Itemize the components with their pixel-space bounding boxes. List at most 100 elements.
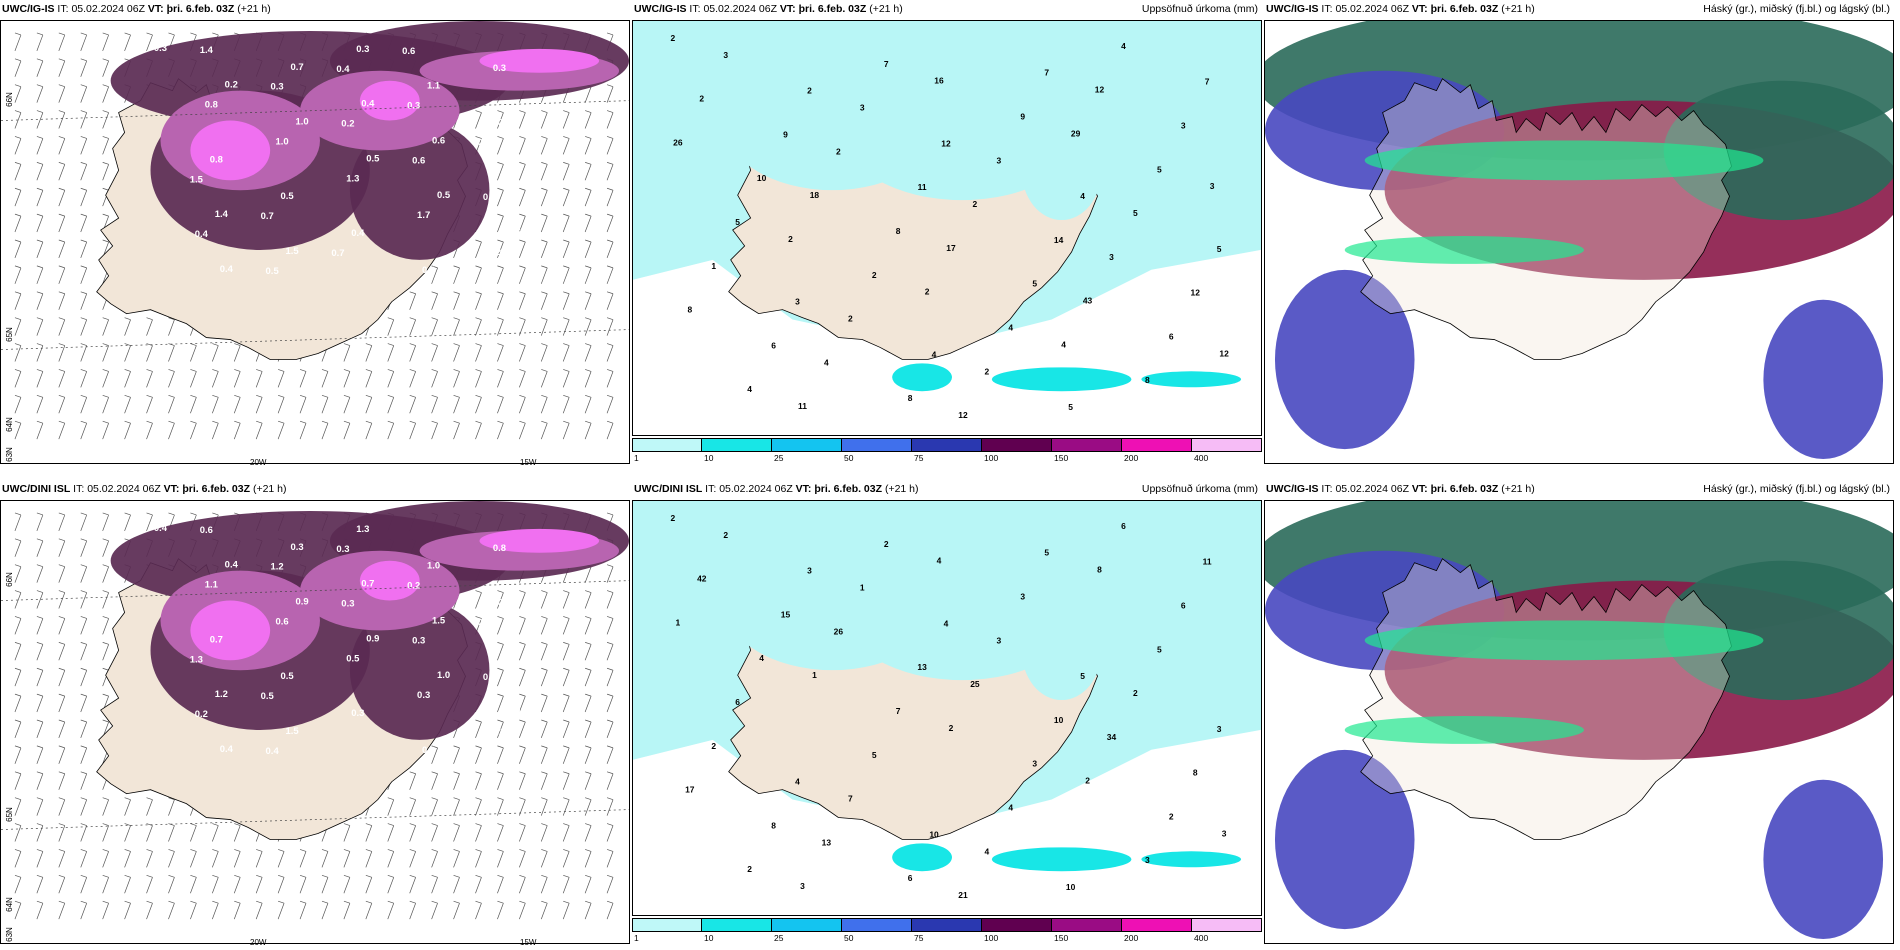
wind-barb bbox=[431, 797, 438, 816]
wind-barb bbox=[409, 420, 417, 440]
map-area[interactable]: 0.3 0.2 1.0 0.5 0.5 0.6 0.4 0.7 0.4 0.6 0.8 1.4 1.5 0… bbox=[0, 20, 630, 464]
wind-barb bbox=[80, 797, 88, 816]
precip-value: 7 bbox=[896, 706, 901, 716]
wind-barb bbox=[475, 590, 482, 609]
wind-barb bbox=[562, 213, 570, 233]
wind-barb bbox=[343, 369, 351, 388]
wind-barb bbox=[14, 162, 22, 181]
wind-barb bbox=[102, 136, 109, 155]
wind-barb bbox=[146, 420, 153, 440]
snow-value: 0.4 bbox=[220, 264, 234, 275]
snow-value: 0.8 bbox=[205, 100, 218, 111]
wind-barb bbox=[299, 900, 307, 920]
map-area[interactable]: 2 3 4 5 3 4 10 10 11 15 13 10 8 8 6 5 6 4 7 3 2 2 2 3 5 6 5 4 3 2 1 3 2 2… bbox=[632, 500, 1262, 916]
panel-header: UWC/DINI ISL IT: 05.02.2024 06Z VT: þri.… bbox=[0, 480, 630, 498]
precip-value: 1 bbox=[676, 617, 681, 627]
wind-barb bbox=[36, 900, 44, 920]
wind-barb bbox=[36, 213, 44, 233]
snow-value: 0.5 bbox=[483, 672, 496, 683]
wind-barb bbox=[497, 110, 504, 129]
map-svg: 2212453457911141268731085647955248333512… bbox=[633, 21, 1261, 435]
colorbar-segment bbox=[702, 438, 772, 452]
wind-barb bbox=[453, 291, 460, 310]
wind-barb bbox=[14, 265, 22, 284]
precip-value: 13 bbox=[917, 662, 927, 672]
map-area[interactable]: 0.4 0.4 0.9 0.9 1.0 0.4 0.4 0.3 0.7 1.5 1.7 1.2 1.5 1… bbox=[0, 500, 630, 944]
wind-barb bbox=[58, 110, 66, 129]
wind-barb bbox=[497, 162, 504, 181]
colorbar-tick: 150 bbox=[1054, 933, 1069, 943]
colorbar-tick: 25 bbox=[774, 453, 784, 463]
wind-barb bbox=[299, 394, 307, 414]
wind-barb bbox=[321, 420, 329, 440]
precip-value: 8 bbox=[771, 820, 776, 830]
precip-value: 4 bbox=[824, 357, 829, 367]
cloud-layer-6 bbox=[1763, 299, 1884, 460]
wind-barb bbox=[124, 874, 131, 894]
wind-barb bbox=[58, 394, 66, 414]
wind-barb bbox=[80, 642, 88, 661]
header-vt: þri. 6.feb. 03Z bbox=[1430, 483, 1499, 495]
wind-barb bbox=[562, 136, 570, 155]
wind-barb bbox=[102, 58, 109, 77]
colorbar-frame bbox=[632, 438, 1262, 452]
map-area[interactable] bbox=[1264, 20, 1894, 464]
precip-value: 2 bbox=[807, 86, 812, 96]
wind-barb bbox=[562, 162, 570, 181]
precip-value: 10 bbox=[929, 829, 939, 839]
wind-barb bbox=[431, 394, 438, 414]
wind-barb bbox=[168, 823, 175, 842]
wind-barb bbox=[36, 719, 44, 739]
header-lead: (+21 h) bbox=[1501, 483, 1535, 495]
wind-barb bbox=[58, 719, 66, 739]
wind-barb bbox=[540, 693, 548, 713]
precip-value: 2 bbox=[711, 741, 716, 751]
colorbar-segment bbox=[1122, 438, 1192, 452]
wind-barb bbox=[212, 823, 219, 842]
snow-value: 0.6 bbox=[200, 525, 213, 536]
wind-barb bbox=[519, 162, 526, 181]
wind-barb bbox=[562, 719, 570, 739]
snow-value: 0.8 bbox=[210, 154, 223, 165]
wind-barb bbox=[58, 187, 66, 207]
wind-barb bbox=[431, 265, 438, 284]
map-area[interactable]: 2 2 12 4 5 3 4 5 7 9 11 14 12 6 8 7 3 10 8 5 6 4 7 9 5 5 2 4 8 3 3 3 5 1 2… bbox=[632, 20, 1262, 436]
precip-value: 12 bbox=[1095, 85, 1105, 95]
wind-barb bbox=[102, 797, 109, 816]
snow-value: 1.3 bbox=[190, 654, 203, 665]
wind-barb bbox=[365, 900, 373, 920]
wind-barb bbox=[277, 849, 285, 868]
cloud-edge-2 bbox=[1344, 716, 1584, 744]
wind-barb bbox=[497, 874, 504, 894]
wind-barb bbox=[540, 667, 548, 687]
header-model: UWC/IG-IS bbox=[2, 3, 55, 15]
snow-bright-1 bbox=[190, 600, 271, 661]
wind-barb bbox=[584, 291, 592, 310]
precip-value: 2 bbox=[985, 366, 990, 376]
wind-barb bbox=[453, 874, 460, 894]
wind-barb bbox=[299, 849, 307, 868]
wind-barb bbox=[387, 900, 395, 920]
wind-barb bbox=[606, 900, 614, 920]
header-it: 05.02.2024 06Z bbox=[719, 483, 793, 495]
wind-barb bbox=[387, 823, 395, 842]
header-it-label: IT: bbox=[57, 3, 69, 15]
wind-barb bbox=[584, 317, 592, 336]
snow-value: 0.4 bbox=[225, 560, 239, 571]
map-area[interactable] bbox=[1264, 500, 1894, 944]
wind-barb bbox=[453, 900, 460, 920]
precip-value: 2 bbox=[872, 270, 877, 280]
precip-value: 6 bbox=[771, 340, 776, 350]
header-vt-label: VT: bbox=[1411, 3, 1428, 15]
precip-value: 8 bbox=[896, 226, 901, 236]
wind-barb bbox=[277, 900, 285, 920]
wind-barb bbox=[519, 213, 526, 233]
snow-area-4 bbox=[349, 120, 490, 260]
cloud-layer-5 bbox=[1274, 269, 1415, 450]
wind-barb bbox=[497, 291, 504, 310]
precip-value: 8 bbox=[687, 305, 692, 315]
wind-barb bbox=[497, 900, 504, 920]
precip-area-3 bbox=[1021, 600, 1102, 701]
wind-barb bbox=[453, 797, 460, 816]
graticule-label: 63N bbox=[4, 927, 14, 942]
